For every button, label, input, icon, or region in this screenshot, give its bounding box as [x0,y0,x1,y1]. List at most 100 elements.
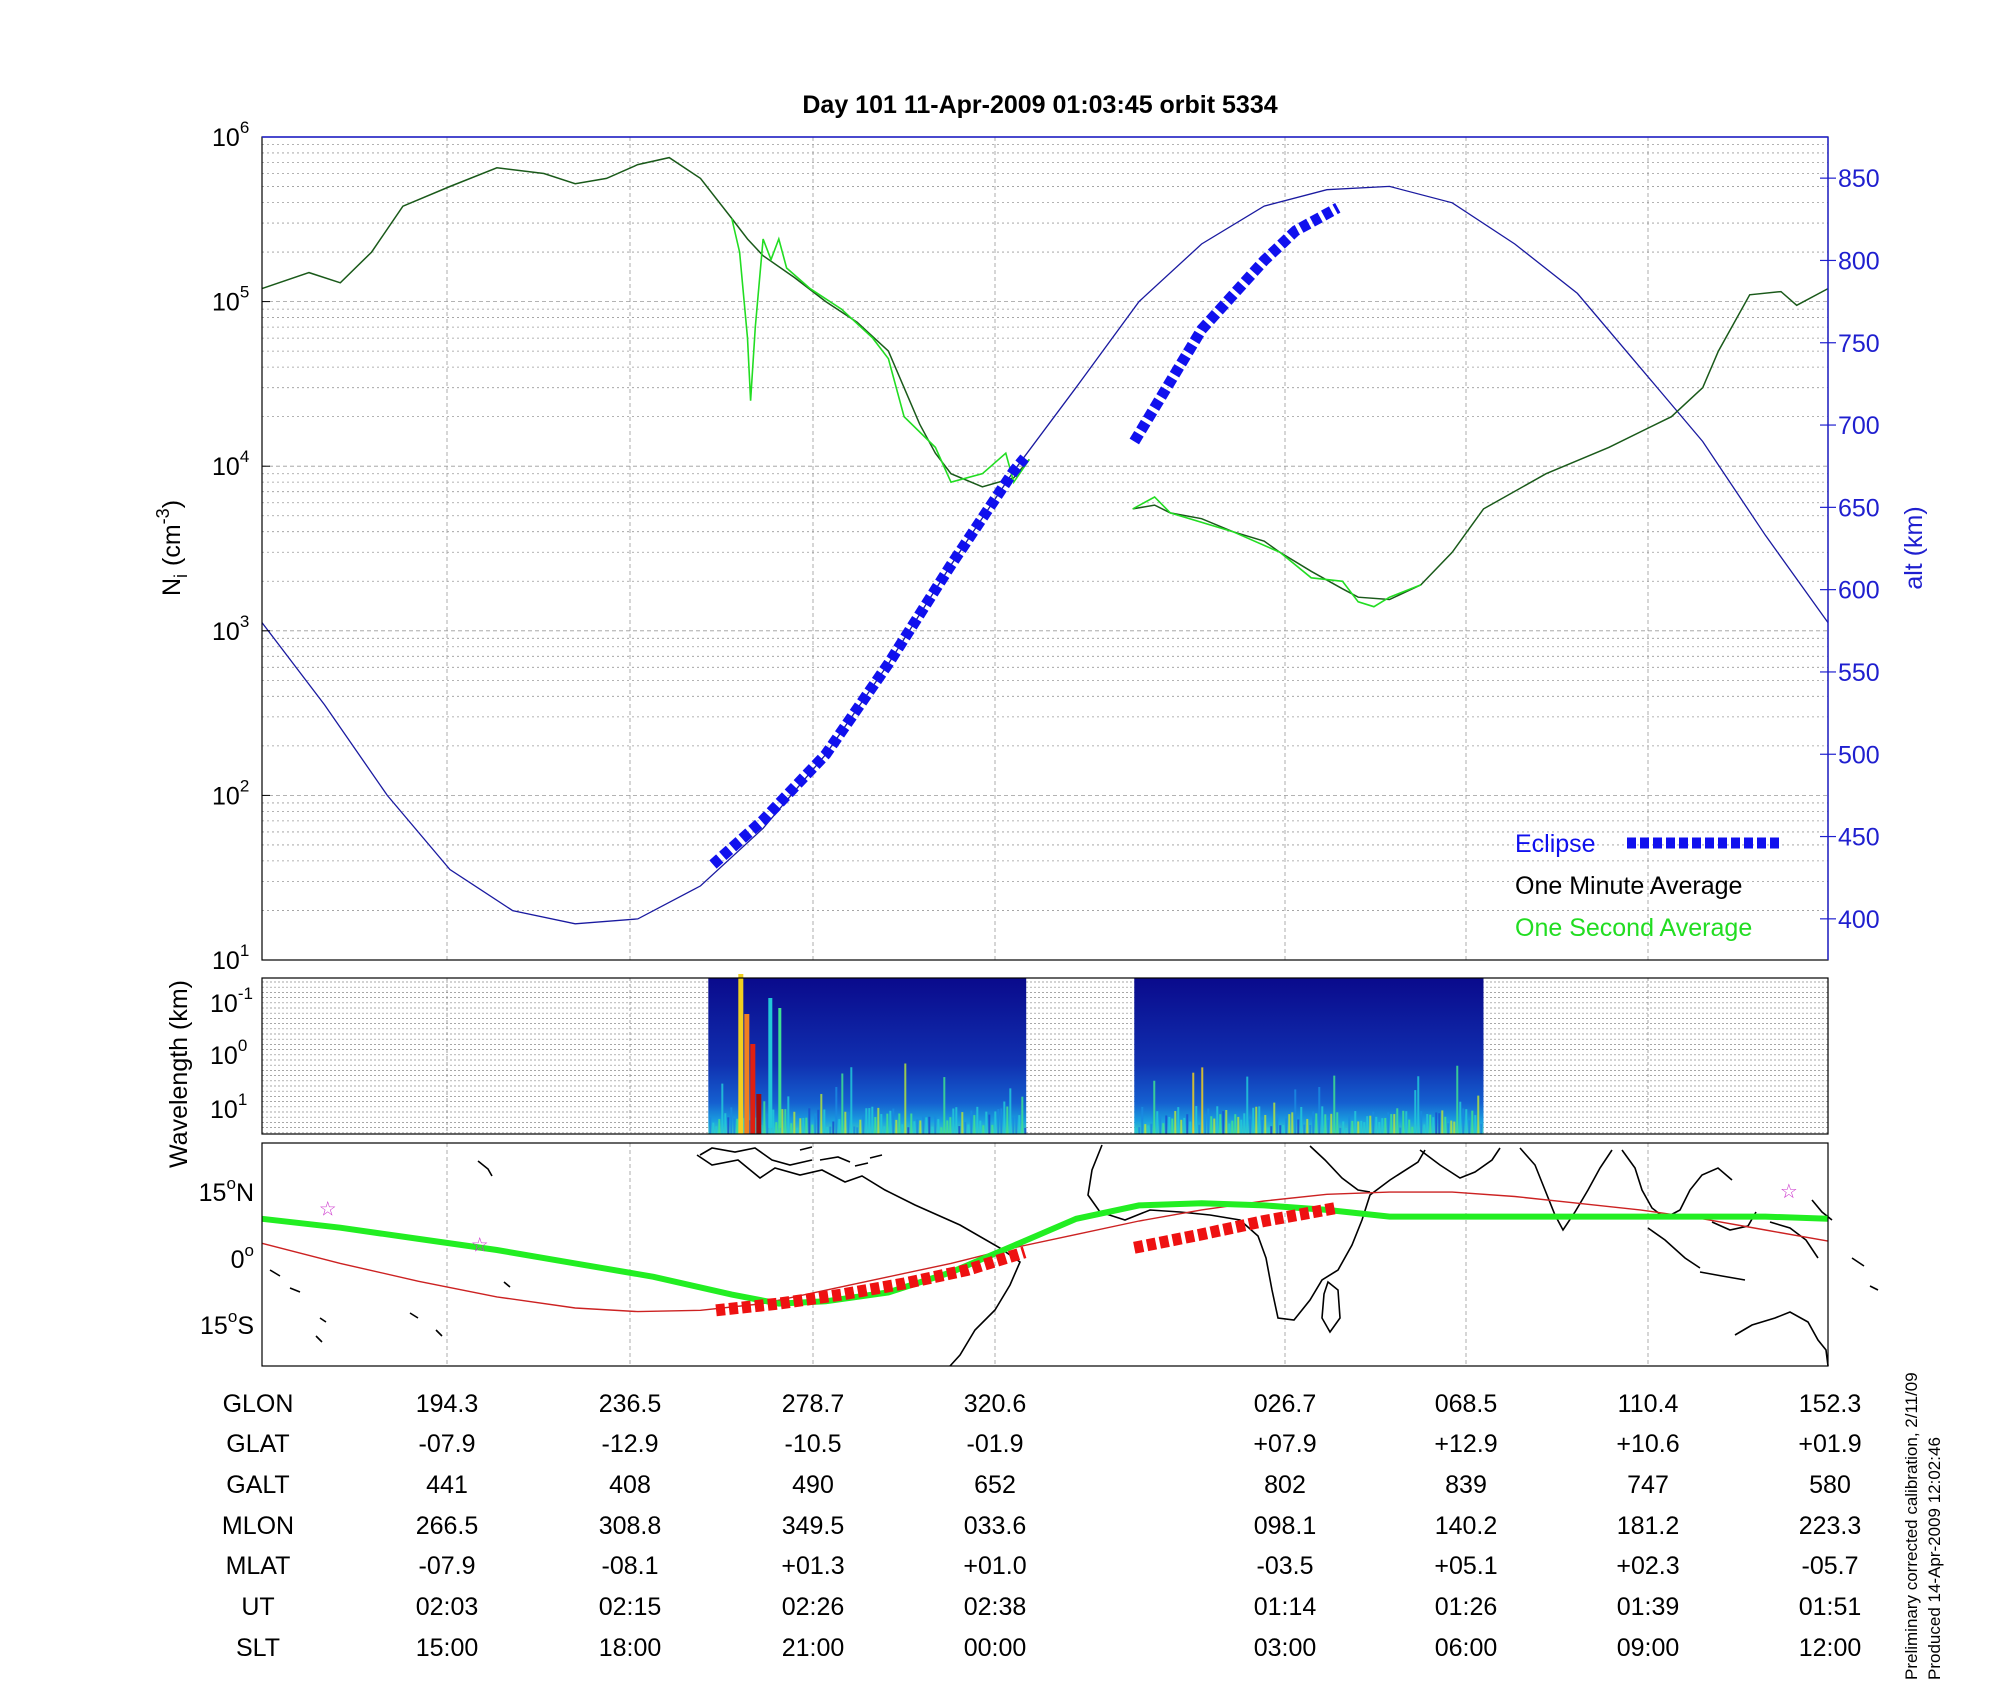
spectrogram-column [988,1114,991,1134]
spectrogram-column [1237,1116,1240,1134]
spectrogram-block [1134,978,1484,1134]
spectrogram-column [1456,1065,1459,1134]
spectrogram-column [904,1063,907,1134]
spectrogram-column [1273,1102,1276,1134]
spectrogram-hot-column [756,1094,762,1134]
spectrogram-column [784,1109,787,1134]
spectrogram-column [949,1117,952,1134]
spectrogram-column [1009,1088,1012,1134]
spectrogram-column [883,1126,886,1134]
spectrogram-column [817,1109,820,1134]
spectrogram-column [808,1108,811,1134]
map-y-tick-ref: N [236,1179,254,1207]
spectrogram-column [1333,1075,1336,1134]
spectrogram-column [1264,1114,1267,1134]
spectrogram-column [1261,1119,1264,1134]
spectrogram-column [1192,1072,1195,1134]
density-y-tick-exp: 4 [240,447,249,466]
legend-label-one-second: One Second Average [1515,914,1752,942]
table-cell: 320.6 [964,1390,1027,1418]
spectrogram-column [1384,1117,1387,1134]
spectrogram-column [799,1118,802,1134]
spectrogram-column [1015,1116,1018,1134]
map-grid [446,1143,1649,1366]
spectrogram-column [1471,1110,1474,1134]
spectrogram-column [982,1125,985,1134]
spectrogram-column [841,1073,844,1134]
spectrogram-column [1285,1118,1288,1134]
spectrogram-y-tick-label: 10-1 [210,984,253,1018]
spectrogram-column [1213,1118,1216,1134]
spectrogram-y-tick-base: 10 [210,990,238,1018]
spectrogram-column [1450,1120,1453,1134]
row-label-ut: UT [241,1593,274,1621]
table-cell: 01:39 [1617,1593,1680,1621]
table-cell: 236.5 [599,1390,662,1418]
table-cell: +12.9 [1434,1430,1497,1458]
spectrogram-column [775,1122,778,1134]
table-cell: 026.7 [1254,1390,1317,1418]
spectrogram-column [805,1117,808,1134]
spectrogram-column [802,1117,805,1134]
table-cell: 00:00 [964,1634,1027,1662]
map-y-tick-degree-sign: o [226,1174,235,1193]
spectrogram-column [913,1121,916,1134]
density-y-tick-base: 10 [212,782,240,810]
spectrogram-column [1459,1101,1462,1134]
map-y-tick-degree-sign: o [228,1307,237,1326]
spectrogram-column [1180,1119,1183,1134]
density-y-tick-label: 106 [212,118,249,152]
altitude-line [261,185,1829,925]
table-cell: 266.5 [416,1512,479,1540]
row-label-mlat: MLAT [226,1552,291,1580]
spectrogram-column [1372,1111,1375,1134]
altitude-y-tick-label: 500 [1838,741,1880,769]
spectrogram-column [1225,1110,1228,1134]
density-y-label-exp: -3 [153,508,173,524]
spectrogram-column [1351,1120,1354,1134]
spectrogram-column [1318,1086,1321,1134]
spectrogram-column [1189,1121,1192,1134]
spectrogram-column [967,1124,970,1134]
spectrogram-column [1198,1124,1201,1134]
table-cell: 802 [1264,1471,1306,1499]
spectrogram-column [1366,1116,1369,1134]
station-star-icon: ☆ [471,1234,489,1256]
spectrogram-column [931,1126,934,1134]
spectrogram-column [1339,1127,1342,1134]
spectrogram-column [1165,1115,1168,1134]
spectrogram-column [1186,1114,1189,1134]
altitude-y-tick-label: 800 [1838,247,1880,275]
spectrogram-column [1282,1125,1285,1134]
table-cell: 18:00 [599,1634,662,1662]
density-y-tick-base: 10 [212,453,240,481]
table-cell: -07.9 [419,1430,476,1458]
table-cell: +02.3 [1616,1552,1679,1580]
spectrogram-column [1396,1108,1399,1134]
spectrogram-column [1480,1123,1483,1134]
spectrogram-column [1255,1106,1258,1134]
spectrogram-column [1477,1095,1480,1134]
spectrogram-column [763,1101,766,1134]
spectrogram-y-tick-exp: -1 [238,984,253,1003]
table-cell: 490 [792,1471,834,1499]
one-minute-series [1132,287,1829,601]
altitude-series [261,185,1829,925]
spectrogram-column [1243,1113,1246,1134]
one-minute-average-line [261,156,1829,601]
table-cell: 01:51 [1799,1593,1862,1621]
table-cell: 580 [1809,1471,1851,1499]
map-y-tick-deg: 15 [200,1312,228,1340]
spectrogram-column [1252,1107,1255,1134]
spectrogram-column [838,1119,841,1134]
spectrogram-column [1240,1119,1243,1134]
table-cell: 15:00 [416,1634,479,1662]
spectrogram-column [1207,1108,1210,1134]
spectrogram-hot-column [778,1008,782,1128]
spectrogram-column [862,1116,865,1134]
station-star-icon: ☆ [319,1199,337,1221]
spectrogram-column [1453,1121,1456,1134]
table-cell: 098.1 [1254,1512,1317,1540]
spectrogram-column [1312,1111,1315,1134]
spectrogram-column [1426,1114,1429,1134]
